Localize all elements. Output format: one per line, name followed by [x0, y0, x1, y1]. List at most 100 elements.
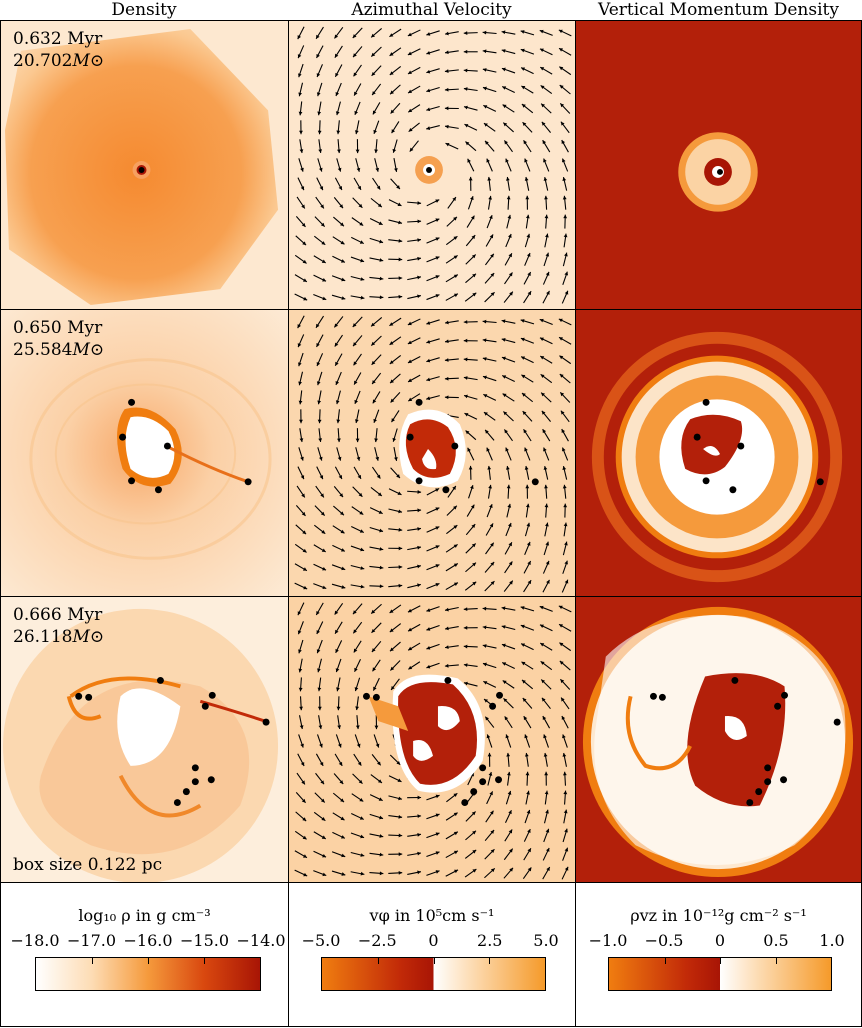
- velocity-arrowhead: [426, 664, 431, 669]
- velocity-arrowhead: [426, 627, 431, 631]
- velocity-arrowhead: [463, 357, 468, 362]
- velocity-arrowhead: [563, 522, 568, 527]
- velocity-arrowhead: [379, 584, 384, 589]
- velocity-arrowhead: [563, 790, 568, 795]
- velocity-arrowhead: [545, 271, 550, 276]
- velocity-arrowhead: [483, 105, 488, 109]
- velocity-arrowhead: [453, 255, 458, 260]
- velocity-arrowhead: [374, 438, 378, 443]
- velocity-arrowhead: [298, 649, 302, 654]
- velocity-arrowhead: [482, 644, 487, 648]
- velocity-arrowhead: [317, 419, 322, 424]
- velocity-arrowhead: [394, 457, 398, 461]
- velocity-arrowhead: [489, 791, 493, 796]
- velocity-arrowhead: [390, 398, 395, 403]
- velocity-arrowhead: [318, 149, 323, 153]
- velocity-arrowhead: [546, 579, 550, 584]
- velocity-arrowhead: [502, 104, 507, 109]
- velocity-arrowhead: [463, 320, 468, 324]
- velocity-arrowhead: [546, 847, 550, 852]
- velocity-arrowhead: [372, 91, 376, 96]
- velocity-arrowhead: [300, 186, 305, 191]
- velocity-arrowhead: [445, 50, 449, 55]
- velocity-field-row2: [289, 310, 575, 596]
- velocity-arrowhead: [335, 361, 339, 366]
- velocity-arrowhead: [297, 630, 302, 635]
- velocity-arrowhead: [435, 813, 440, 818]
- velocity-arrowhead: [453, 293, 458, 298]
- velocity-arrowhead: [561, 429, 566, 434]
- velocity-arrowhead: [463, 663, 468, 668]
- velocity-arrowhead: [334, 610, 339, 615]
- velocity-arrowhead: [562, 484, 567, 489]
- velocity-arrowhead: [299, 725, 304, 729]
- velocity-arrowhead: [483, 681, 488, 685]
- velocity-arrowhead: [545, 828, 550, 833]
- velocity-arrowhead: [559, 660, 564, 665]
- velocity-arrowhead: [354, 91, 358, 96]
- velocity-arrowhead: [396, 474, 400, 479]
- velocity-arrowhead: [398, 852, 403, 857]
- velocity-arrowhead: [318, 725, 323, 729]
- velocity-arrowhead: [301, 798, 306, 803]
- velocity-arrowhead: [398, 583, 403, 588]
- velocity-arrowhead: [357, 474, 361, 479]
- velocity-arrowhead: [426, 107, 431, 112]
- velocity-arrowhead: [501, 606, 506, 611]
- velocity-arrowhead: [504, 716, 509, 721]
- velocity-arrowhead: [482, 86, 487, 91]
- velocity-arrowhead: [316, 34, 320, 39]
- velocity-arrowhead: [540, 85, 545, 90]
- velocity-arrowhead: [407, 359, 412, 363]
- velocity-arrowhead: [360, 277, 365, 281]
- velocity-arrowhead: [322, 567, 327, 571]
- velocity-arrowhead: [398, 276, 403, 281]
- velocity-arrowhead: [379, 852, 384, 857]
- velocity-arrowhead: [523, 140, 528, 145]
- velocity-arrowhead: [417, 870, 421, 875]
- velocity-arrowhead: [542, 716, 547, 721]
- velocity-arrowhead: [299, 419, 303, 424]
- velocity-arrowhead: [564, 866, 569, 871]
- velocity-arrowhead: [445, 320, 449, 325]
- velocity-arrowhead: [389, 322, 394, 326]
- velocity-arrowhead: [472, 273, 476, 278]
- velocity-arrowhead: [390, 109, 395, 114]
- velocity-arrowhead: [453, 216, 457, 221]
- velocity-arrowhead: [389, 341, 394, 345]
- velocity-arrowhead: [302, 567, 307, 571]
- velocity-arrowhead: [417, 256, 421, 261]
- velocity-arrowhead: [392, 148, 397, 153]
- velocity-arrowhead: [317, 111, 322, 116]
- velocity-arrowhead: [389, 33, 394, 37]
- mass-label: 25.584M⊙: [13, 340, 105, 360]
- velocity-arrowhead: [444, 663, 449, 668]
- velocity-arrowhead: [502, 662, 507, 666]
- velocity-arrowhead: [407, 70, 412, 74]
- velocity-arrowhead: [359, 797, 364, 802]
- velocity-arrowhead: [398, 238, 403, 243]
- velocity-arrowhead: [375, 167, 380, 172]
- velocity-arrowhead: [502, 680, 507, 684]
- velocity-arrowhead: [470, 485, 474, 490]
- velocity-arrowhead: [545, 541, 550, 546]
- velocity-arrowhead: [398, 509, 403, 514]
- velocity-arrowhead: [389, 609, 394, 613]
- velocity-arrowhead: [508, 810, 512, 815]
- velocity-arrowhead: [417, 583, 421, 588]
- velocity-arrowhead: [505, 447, 509, 452]
- velocity-arrowhead: [521, 85, 526, 90]
- velocity-arrowhead: [453, 831, 458, 836]
- velocity-arrowhead: [336, 706, 341, 711]
- velocity-arrowhead: [445, 626, 449, 631]
- velocity-arrowhead: [360, 584, 365, 589]
- velocity-arrowhead: [352, 323, 357, 327]
- velocity-arrowhead: [545, 809, 549, 814]
- velocity-arrowhead: [397, 778, 402, 782]
- velocity-arrowhead: [482, 49, 487, 54]
- density-colorbar-title: log₁₀ ρ in g cm⁻³: [78, 906, 211, 925]
- velocity-arrowhead: [472, 292, 477, 297]
- velocity-arrowhead: [453, 812, 458, 817]
- velocity-arrowhead: [562, 177, 567, 181]
- velocity-arrowhead: [559, 624, 563, 628]
